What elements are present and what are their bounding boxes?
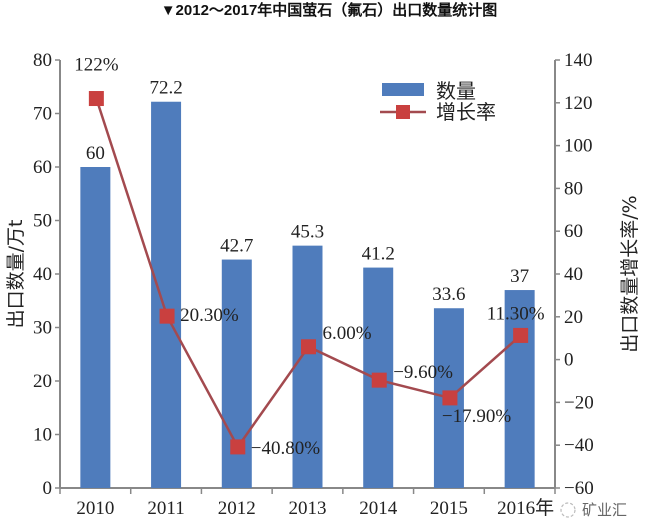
growth-value-label: 122% (74, 55, 119, 76)
x-tick-label: 2013 (289, 498, 327, 519)
bar (504, 290, 535, 488)
chart-title: ▼2012～2017年中国萤石（氟石）出口数量统计图 (160, 2, 498, 19)
legend-bar-swatch (382, 83, 424, 96)
left-axis-title: 出口数量/万t (5, 220, 27, 329)
right-tick-label: 60 (564, 221, 583, 242)
right-tick-label: 100 (564, 136, 593, 157)
left-tick-label: 20 (33, 371, 52, 392)
x-tick-label: 2014 (359, 498, 398, 519)
x-tick-label: 2015 (430, 498, 468, 519)
growth-marker (371, 372, 387, 388)
growth-value-label: 20.30% (180, 305, 239, 326)
left-tick-label: 30 (33, 318, 52, 339)
bar-value-label: 42.7 (220, 236, 253, 257)
growth-marker (230, 439, 246, 455)
legend-bar-label: 数量 (436, 79, 476, 103)
left-tick-label: 0 (43, 478, 53, 499)
right-tick-label: 140 (564, 50, 593, 71)
bar (151, 101, 182, 488)
growth-value-label: 11.30% (487, 303, 545, 324)
x-tick-label: 2011 (147, 498, 184, 519)
right-tick-label: −40 (564, 435, 594, 456)
growth-marker (513, 327, 529, 343)
right-tick-label: −60 (564, 478, 594, 499)
growth-value-label: −40.80% (251, 438, 320, 459)
x-tick-label: 2012 (218, 498, 256, 519)
bar (80, 167, 111, 488)
right-axis-title: 出口数量增长率/% (619, 195, 641, 352)
bar-value-label: 45.3 (291, 222, 324, 243)
left-tick-label: 50 (33, 211, 52, 232)
growth-marker (301, 339, 316, 355)
growth-marker (88, 91, 104, 107)
right-tick-label: −20 (564, 392, 594, 413)
growth-marker (442, 390, 458, 406)
x-tick-label: 2010 (76, 498, 114, 519)
bar (292, 245, 323, 488)
bar-value-label: 60 (86, 143, 105, 164)
bar-value-label: 41.2 (362, 244, 395, 265)
wechat-icon (560, 502, 576, 518)
legend-line-marker (396, 105, 410, 119)
left-tick-label: 80 (33, 50, 52, 71)
left-tick-label: 40 (33, 264, 52, 285)
right-tick-label: 0 (564, 350, 574, 371)
bar-value-label: 72.2 (149, 78, 182, 99)
growth-value-label: 6.00% (323, 323, 372, 344)
right-tick-label: 20 (564, 307, 583, 328)
watermark-text: 矿业汇 (582, 501, 627, 519)
bar-value-label: 33.6 (432, 284, 465, 305)
bar-value-label: 37 (510, 266, 529, 287)
right-tick-label: 40 (564, 264, 583, 285)
x-tick-label: 2016年 (497, 497, 554, 519)
right-tick-label: 120 (564, 93, 593, 114)
left-tick-label: 60 (33, 157, 52, 178)
left-tick-label: 70 (33, 104, 52, 125)
growth-value-label: −9.60% (393, 362, 453, 383)
left-tick-label: 10 (33, 425, 52, 446)
legend-line-label: 增长率 (436, 100, 496, 124)
right-tick-label: 80 (564, 178, 583, 199)
growth-value-label: −17.90% (442, 406, 511, 427)
growth-marker (159, 308, 175, 324)
